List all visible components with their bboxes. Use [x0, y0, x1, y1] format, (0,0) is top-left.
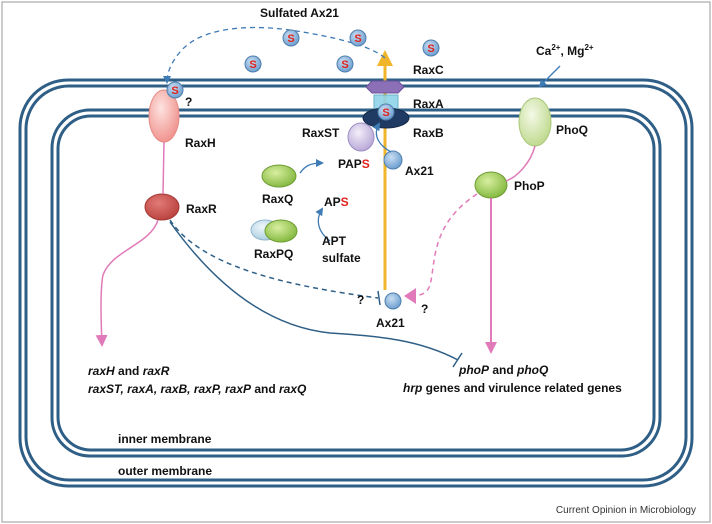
ions-label: Ca2+, Mg2+ [536, 43, 594, 58]
raxb-label: RaxB [413, 126, 444, 140]
aps-to-paps-arrow [299, 159, 324, 174]
genes-left-line2: raxST, raxA, raxB, raxP, raxP and raxQ [88, 382, 307, 396]
raxr-label: RaxR [186, 202, 217, 216]
secreted-ax21-group: S S S S S S [166, 29, 440, 99]
ax21-bottom-ball [384, 292, 402, 310]
raxh-raxr-link [162, 141, 165, 195]
inhibition-bar-right [452, 352, 463, 368]
sulfur-label: S [427, 43, 434, 55]
sulfur-label: S [171, 85, 178, 97]
raxc-label: RaxC [413, 63, 444, 77]
question-mark-right: ? [421, 302, 428, 316]
sulfated-ax21-in-channel: S [377, 103, 395, 121]
sulfur-label: S [249, 59, 256, 71]
inner-membrane-label: inner membrane [118, 432, 212, 446]
raxr-activation-arrow [95, 219, 159, 347]
phoq-label: PhoQ [556, 123, 588, 137]
paps-label: PAPS [338, 157, 370, 171]
phoq-phop-link [505, 145, 536, 182]
raxst-protein [347, 122, 375, 152]
secreted-ax21: S [336, 55, 354, 73]
sulfate-label: sulfate [322, 251, 361, 265]
ax21-inner-label: Ax21 [405, 164, 434, 178]
apt-label: APT [322, 234, 347, 248]
ion-signal-arrow [538, 65, 561, 88]
inner-membrane [50, 108, 662, 458]
sulfur-label: S [341, 59, 348, 71]
ax21-export-arrow [372, 122, 392, 153]
inhibition-bar-left [377, 290, 381, 306]
secreted-ax21: S [244, 55, 262, 73]
phop-label: PhoP [514, 179, 545, 193]
outer-membrane-label: outer membrane [118, 464, 212, 478]
sulfur-label: S [382, 107, 389, 119]
secreted-ax21: S [422, 39, 440, 57]
phop-protein [474, 171, 508, 199]
sulfated-ax21-title: Sulfated Ax21 [260, 6, 339, 20]
raxst-label: RaxST [302, 126, 340, 140]
outer-membrane [18, 78, 694, 488]
question-mark-raxh: ? [185, 95, 192, 109]
raxpq-protein [250, 219, 298, 243]
raxc-protein [365, 80, 405, 94]
question-mark-left: ? [357, 293, 364, 307]
ax21-feedback-dashed [163, 26, 386, 84]
genes-left-line1: raxH and raxR [88, 364, 170, 378]
raxr-protein [144, 193, 180, 221]
apt-to-aps-arrow [315, 207, 331, 242]
raxpq-label: RaxPQ [254, 247, 293, 261]
raxa-label: RaxA [413, 97, 444, 111]
bound-ax21: S [166, 81, 184, 99]
raxq-label: RaxQ [262, 192, 293, 206]
aps-label: APS [324, 195, 349, 209]
journal-credit: Current Opinion in Microbiology [556, 505, 696, 516]
raxr-ax21-dashed-inhibition [169, 219, 379, 299]
raxq-protein [261, 164, 297, 188]
phop-ax21-arrowhead [404, 288, 416, 304]
phoq-protein [518, 97, 552, 147]
sulfur-label: S [287, 33, 294, 45]
secreted-ax21: S [349, 29, 367, 47]
genes-right-line1: phoP and phoQ [458, 363, 549, 377]
ax21-inner-ball [383, 150, 403, 170]
raxr-phop-inhibition [169, 221, 459, 361]
genes-right-line2: hrp genes and virulence related genes [403, 381, 622, 395]
raxh-label: RaxH [185, 136, 216, 150]
ax21-bottom-label: Ax21 [376, 316, 405, 330]
secreted-ax21: S [282, 29, 300, 47]
phop-ax21-dashed [409, 193, 478, 297]
sulfur-label: S [354, 33, 361, 45]
